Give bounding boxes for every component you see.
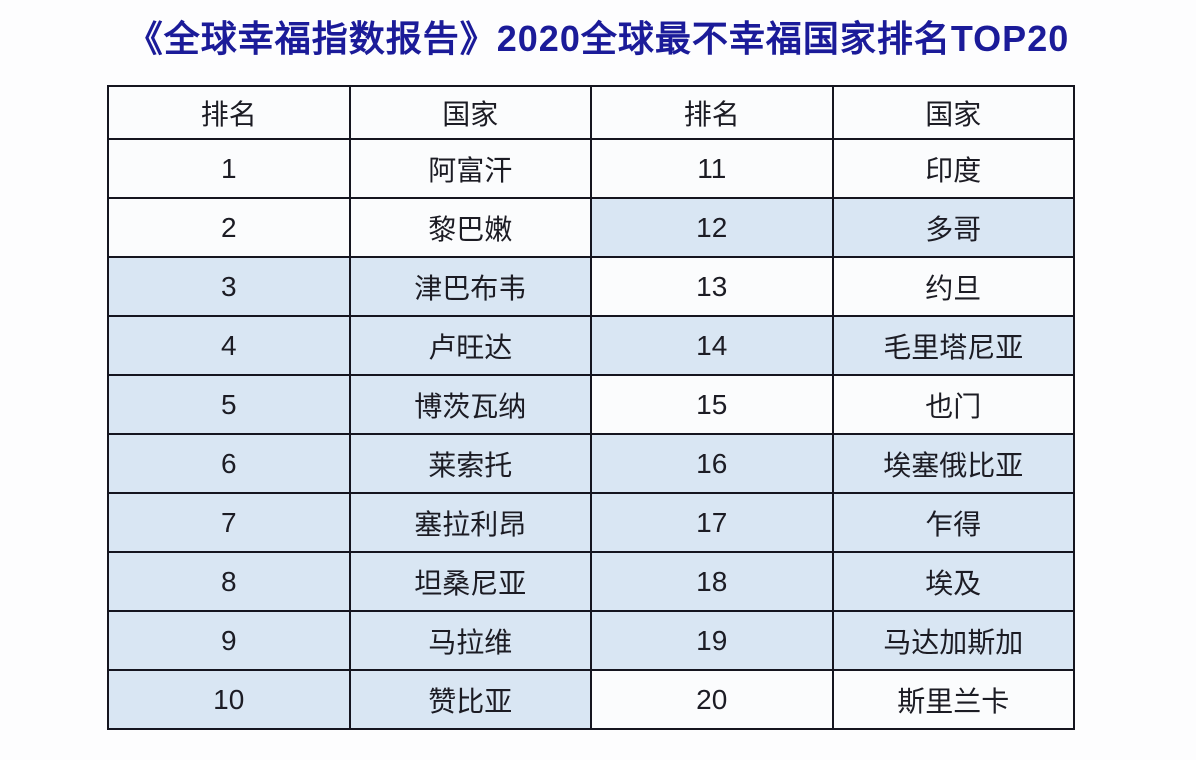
table-row: 8 坦桑尼亚 18 埃及	[107, 551, 1075, 612]
rank-cell: 15	[590, 374, 834, 435]
country-cell: 斯里兰卡	[831, 669, 1075, 730]
rank-cell: 20	[590, 669, 834, 730]
rank-cell: 12	[590, 197, 834, 258]
rank-cell: 10	[107, 669, 351, 730]
rank-cell: 14	[590, 315, 834, 376]
table-row: 5 博茨瓦纳 15 也门	[107, 374, 1075, 435]
country-cell: 黎巴嫩	[348, 197, 592, 258]
header-country-right: 国家	[831, 85, 1075, 140]
country-cell: 莱索托	[348, 433, 592, 494]
rank-cell: 18	[590, 551, 834, 612]
rank-cell: 6	[107, 433, 351, 494]
rank-cell: 19	[590, 610, 834, 671]
header-row: 排名 国家 排名 国家	[107, 85, 1075, 140]
rank-cell: 8	[107, 551, 351, 612]
table-row: 6 莱索托 16 埃塞俄比亚	[107, 433, 1075, 494]
country-cell: 乍得	[831, 492, 1075, 553]
rank-cell: 3	[107, 256, 351, 317]
country-cell: 赞比亚	[348, 669, 592, 730]
country-cell: 埃塞俄比亚	[831, 433, 1075, 494]
rank-cell: 13	[590, 256, 834, 317]
country-cell: 博茨瓦纳	[348, 374, 592, 435]
rank-cell: 1	[107, 138, 351, 199]
country-cell: 毛里塔尼亚	[831, 315, 1075, 376]
country-cell: 阿富汗	[348, 138, 592, 199]
rank-cell: 2	[107, 197, 351, 258]
rank-cell: 7	[107, 492, 351, 553]
header-country-left: 国家	[348, 85, 592, 140]
header-rank-right: 排名	[590, 85, 834, 140]
rank-cell: 4	[107, 315, 351, 376]
ranking-table: 排名 国家 排名 国家 1 阿富汗 11 印度 2 黎巴嫩 12 多哥 3 津巴…	[107, 85, 1075, 730]
table-row: 10 赞比亚 20 斯里兰卡	[107, 669, 1075, 730]
country-cell: 塞拉利昂	[348, 492, 592, 553]
country-cell: 津巴布韦	[348, 256, 592, 317]
rank-cell: 9	[107, 610, 351, 671]
rank-cell: 16	[590, 433, 834, 494]
country-cell: 印度	[831, 138, 1075, 199]
country-cell: 约旦	[831, 256, 1075, 317]
country-cell: 坦桑尼亚	[348, 551, 592, 612]
country-cell: 多哥	[831, 197, 1075, 258]
table-row: 9 马拉维 19 马达加斯加	[107, 610, 1075, 671]
page-title: 《全球幸福指数报告》2020全球最不幸福国家排名TOP20	[126, 18, 1070, 59]
country-cell: 马拉维	[348, 610, 592, 671]
table-row: 1 阿富汗 11 印度	[107, 138, 1075, 199]
table-row: 7 塞拉利昂 17 乍得	[107, 492, 1075, 553]
country-cell: 也门	[831, 374, 1075, 435]
country-cell: 马达加斯加	[831, 610, 1075, 671]
table-row: 2 黎巴嫩 12 多哥	[107, 197, 1075, 258]
rank-cell: 11	[590, 138, 834, 199]
country-cell: 埃及	[831, 551, 1075, 612]
header-rank-left: 排名	[107, 85, 351, 140]
table-row: 4 卢旺达 14 毛里塔尼亚	[107, 315, 1075, 376]
country-cell: 卢旺达	[348, 315, 592, 376]
rank-cell: 17	[590, 492, 834, 553]
table-row: 3 津巴布韦 13 约旦	[107, 256, 1075, 317]
rank-cell: 5	[107, 374, 351, 435]
